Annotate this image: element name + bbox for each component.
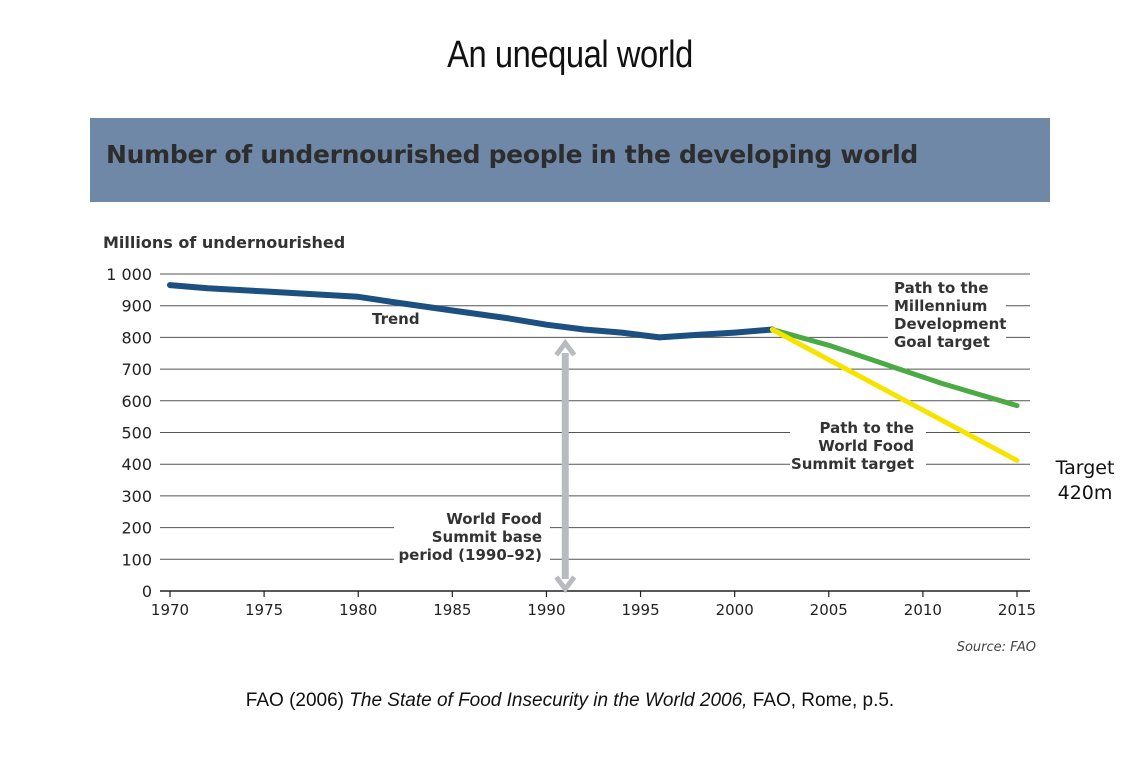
base-label-line-2: Summit base (432, 528, 542, 546)
y-tick-label: 300 (121, 487, 152, 506)
series-line-1 (167, 282, 776, 341)
x-tick-label: 1995 (621, 601, 659, 619)
citation: FAO (2006) The State of Food Insecurity … (0, 690, 1140, 712)
target-note-line-2: 420m (1057, 482, 1113, 504)
citation-author: FAO (2006) (245, 690, 350, 711)
base-label-line-3: period (1990–92) (398, 546, 542, 564)
series-line-2 (769, 327, 1020, 409)
y-tick-label: 200 (121, 519, 152, 538)
y-tick-label: 900 (121, 297, 152, 316)
y-tick-label: 1 000 (106, 265, 152, 284)
y-tick-label: 700 (121, 360, 152, 379)
base-period-arrow-head-bottom (554, 575, 577, 594)
wfs-label-line-2: World Food (818, 437, 914, 455)
citation-tail: FAO, Rome, p.5. (747, 690, 895, 711)
y-tick-label: 400 (121, 455, 152, 474)
citation-work: The State of Food Insecurity in the Worl… (349, 690, 748, 711)
target-note-line-1: Target (1055, 457, 1115, 479)
target-note: Target 420m (1040, 456, 1130, 506)
x-tick-label: 1990 (527, 601, 565, 619)
x-tick-label: 1985 (433, 601, 471, 619)
y-tick-label: 0 (142, 582, 152, 601)
wfs-label-backdrop (790, 416, 926, 476)
mdg-label-backdrop (888, 280, 1006, 352)
x-tick-label: 2005 (810, 601, 848, 619)
x-tick-label: 2000 (716, 601, 754, 619)
base-label-line-1: World Food (446, 510, 542, 528)
x-tick-label: 2010 (904, 601, 942, 619)
base-period-arrow-head-top (554, 338, 577, 357)
source-label: Source: FAO (957, 640, 1036, 655)
mdg-label-line-4: Goal target (894, 333, 990, 351)
x-tick-label: 1970 (151, 601, 189, 619)
x-tick-label: 1975 (245, 601, 283, 619)
mdg-label-line-3: Development (894, 315, 1006, 333)
wfs-label-line-3: Summit target (791, 455, 914, 473)
slide-title: An unequal world (447, 34, 693, 76)
series-line-3 (769, 327, 1020, 463)
y-tick-label: 800 (121, 328, 152, 347)
y-tick-label: 100 (121, 550, 152, 569)
chart-title: Number of undernourished people in the d… (106, 140, 918, 169)
base-label-backdrop (394, 508, 550, 570)
chart-title-banner: Number of undernourished people in the d… (90, 118, 1050, 202)
trend-label: Trend (372, 310, 420, 328)
x-tick-label: 2015 (998, 601, 1036, 619)
mdg-label-line-1: Path to the (894, 279, 989, 297)
mdg-label-line-2: Millennium (894, 297, 987, 315)
y-tick-label: 600 (121, 392, 152, 411)
x-tick-label: 1980 (339, 601, 377, 619)
y-tick-label: 500 (121, 424, 152, 443)
wfs-label-line-1: Path to the (819, 419, 914, 437)
y-axis-label: Millions of undernourished (103, 233, 345, 252)
